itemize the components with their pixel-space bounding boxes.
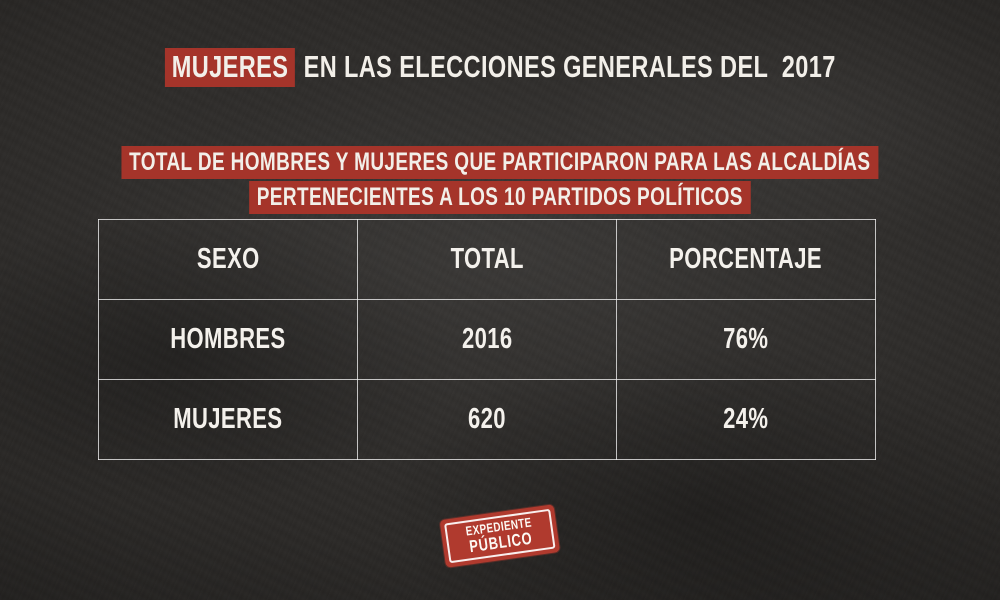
expediente-publico-stamp-logo: EXPEDIENTE PÚBLICO [439, 504, 561, 568]
page-title: MUJERES EN LAS ELECCIONES GENERALES DEL … [0, 48, 1000, 87]
table-header-row: SEXO TOTAL PORCENTAJE [98, 219, 876, 300]
subtitle-line-2: PERTENECIENTES A LOS 10 PARTIDOS POLÍTIC… [0, 181, 1000, 214]
title-rest: EN LAS ELECCIONES GENERALES DEL 2017 [296, 49, 836, 84]
cell-mujeres-total: 620 [357, 379, 617, 460]
column-header-porcentaje-label: PORCENTAJE [669, 243, 823, 275]
table-row-hombres: HOMBRES 2016 76% [98, 299, 876, 380]
subtitle-line-1-text: TOTAL DE HOMBRES Y MUJERES QUE PARTICIPA… [121, 146, 879, 179]
stamp-inner-frame: EXPEDIENTE PÚBLICO [444, 508, 556, 564]
page-title-line: MUJERES EN LAS ELECCIONES GENERALES DEL … [164, 48, 836, 87]
title-highlight: MUJERES [164, 48, 295, 87]
participation-table: SEXO TOTAL PORCENTAJE HOMBRES 2016 76% M… [98, 219, 876, 460]
cell-hombres-porcentaje: 76% [616, 299, 876, 380]
table-header: SEXO TOTAL PORCENTAJE [98, 219, 876, 300]
cell-hombres-sexo-value: HOMBRES [170, 323, 286, 355]
cell-hombres-total: 2016 [357, 299, 617, 380]
cell-hombres-sexo: HOMBRES [98, 299, 358, 380]
cell-mujeres-total-value: 620 [468, 403, 506, 435]
cell-mujeres-porcentaje: 24% [616, 379, 876, 460]
cell-mujeres-porcentaje-value: 24% [723, 403, 769, 435]
subtitle: TOTAL DE HOMBRES Y MUJERES QUE PARTICIPA… [0, 146, 1000, 216]
cell-mujeres-sexo-value: MUJERES [173, 403, 283, 435]
column-header-total-label: TOTAL [450, 243, 524, 275]
column-header-sexo: SEXO [98, 219, 358, 300]
cell-hombres-total-value: 2016 [461, 323, 513, 355]
cell-hombres-porcentaje-value: 76% [723, 323, 769, 355]
column-header-sexo-label: SEXO [196, 243, 260, 275]
column-header-total: TOTAL [357, 219, 617, 300]
table-body: HOMBRES 2016 76% MUJERES 620 24% [98, 299, 876, 460]
column-header-porcentaje: PORCENTAJE [616, 219, 876, 300]
subtitle-line-1: TOTAL DE HOMBRES Y MUJERES QUE PARTICIPA… [0, 146, 1000, 179]
cell-mujeres-sexo: MUJERES [98, 379, 358, 460]
subtitle-line-2-text: PERTENECIENTES A LOS 10 PARTIDOS POLÍTIC… [249, 181, 751, 214]
table-row-mujeres: MUJERES 620 24% [98, 379, 876, 460]
